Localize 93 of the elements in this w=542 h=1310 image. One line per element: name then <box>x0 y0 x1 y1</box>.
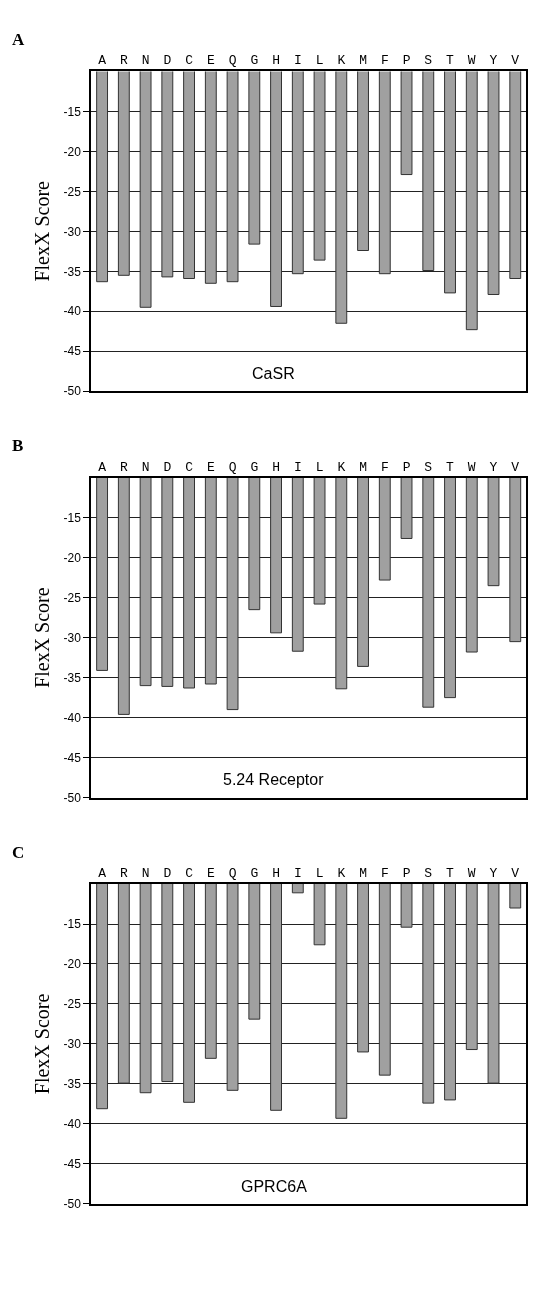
x-tick-label: T <box>446 53 455 69</box>
y-tick-label: -20 <box>63 144 82 159</box>
x-tick-label: A <box>98 53 107 69</box>
x-tick-label: D <box>163 865 172 881</box>
x-tick-label: C <box>185 865 194 881</box>
x-tick-label: K <box>337 459 346 475</box>
y-tick-label: -50 <box>63 790 82 805</box>
x-tick-label: I <box>293 459 302 475</box>
x-tick-label: L <box>315 865 324 881</box>
x-tick-label: F <box>380 53 389 69</box>
x-tick-label: I <box>293 53 302 69</box>
x-tick-label: R <box>119 865 128 881</box>
x-tick-label: E <box>206 865 215 881</box>
y-tick-label: -35 <box>63 264 82 279</box>
x-tick-label: N <box>141 53 150 69</box>
x-tick-label: S <box>424 53 433 69</box>
y-tick-label: -25 <box>63 184 82 199</box>
x-tick-label: K <box>337 53 346 69</box>
x-tick-label: W <box>467 865 476 881</box>
x-tick-label: V <box>511 865 520 881</box>
annotation: 5.24 Receptor <box>223 771 325 788</box>
x-tick-label: S <box>424 865 433 881</box>
x-tick-label: Q <box>228 53 237 69</box>
x-tick-label: C <box>185 53 194 69</box>
y-tick-label: -15 <box>63 104 82 119</box>
annotation: GPRC6A <box>241 1178 308 1195</box>
x-tick-label: E <box>206 53 215 69</box>
x-tick-label: G <box>250 865 259 881</box>
y-tick-label: -15 <box>63 510 82 525</box>
x-tick-label: C <box>185 459 194 475</box>
y-tick-label: -35 <box>63 1077 82 1092</box>
y-tick-label: -15 <box>63 917 82 932</box>
x-tick-label: F <box>380 865 389 881</box>
y-axis-title: FlexX Score <box>31 180 54 282</box>
y-tick-label: -35 <box>63 670 82 685</box>
x-tick-label: G <box>250 459 259 475</box>
x-tick-label: P <box>402 53 411 69</box>
x-tick-label: A <box>98 865 107 881</box>
y-axis-title: FlexX Score <box>31 587 54 688</box>
x-tick-label: P <box>402 459 411 475</box>
x-tick-label: W <box>467 459 476 475</box>
y-tick-label: -40 <box>63 1117 82 1132</box>
x-tick-label: V <box>511 53 520 69</box>
x-tick-label: S <box>424 459 433 475</box>
y-tick-label: -25 <box>63 997 82 1012</box>
x-tick-label: Y <box>489 865 498 881</box>
x-tick-label: W <box>467 53 476 69</box>
x-tick-label: R <box>119 53 128 69</box>
x-tick-label: G <box>250 53 259 69</box>
y-tick-label: -45 <box>63 750 82 765</box>
x-tick-label: Q <box>228 865 237 881</box>
x-tick-label: V <box>511 459 520 475</box>
annotation: CaSR <box>252 365 295 382</box>
y-tick-label: -50 <box>63 1197 82 1212</box>
y-tick-label: -40 <box>63 710 82 725</box>
y-axis-title: FlexX Score <box>31 993 54 1095</box>
x-tick-label: Y <box>489 53 498 69</box>
x-tick-label: Y <box>489 459 498 475</box>
x-tick-label: Q <box>228 459 237 475</box>
x-tick-label: D <box>163 53 172 69</box>
y-tick-label: -50 <box>63 384 82 399</box>
x-tick-label: K <box>337 865 346 881</box>
x-tick-label: F <box>380 459 389 475</box>
y-tick-label: -30 <box>63 630 82 645</box>
y-tick-label: -25 <box>63 590 82 605</box>
chart-title: B <box>12 436 24 455</box>
x-tick-label: M <box>359 53 367 69</box>
y-tick-label: -45 <box>63 1157 82 1172</box>
x-tick-label: D <box>163 459 172 475</box>
x-tick-label: H <box>272 865 280 881</box>
x-tick-label: I <box>293 865 302 881</box>
x-tick-label: N <box>141 865 150 881</box>
x-tick-label: E <box>206 459 215 475</box>
x-tick-label: H <box>272 53 280 69</box>
x-tick-label: M <box>359 865 367 881</box>
x-tick-label: M <box>359 459 367 475</box>
x-tick-label: P <box>402 865 411 881</box>
y-tick-label: -30 <box>63 1037 82 1052</box>
x-tick-label: T <box>446 865 455 881</box>
chart-title: A <box>12 30 25 49</box>
x-tick-label: H <box>272 459 280 475</box>
x-tick-label: L <box>315 53 324 69</box>
x-tick-label: T <box>446 459 455 475</box>
x-tick-label: L <box>315 459 324 475</box>
y-tick-label: -30 <box>63 224 82 239</box>
x-tick-label: N <box>141 459 150 475</box>
y-tick-label: -40 <box>63 304 82 319</box>
y-tick-label: -20 <box>63 957 82 972</box>
chart-title: C <box>12 843 25 862</box>
y-tick-label: -20 <box>63 550 82 565</box>
x-tick-label: R <box>119 459 128 475</box>
x-tick-label: A <box>98 459 107 475</box>
y-tick-label: -45 <box>63 344 82 359</box>
